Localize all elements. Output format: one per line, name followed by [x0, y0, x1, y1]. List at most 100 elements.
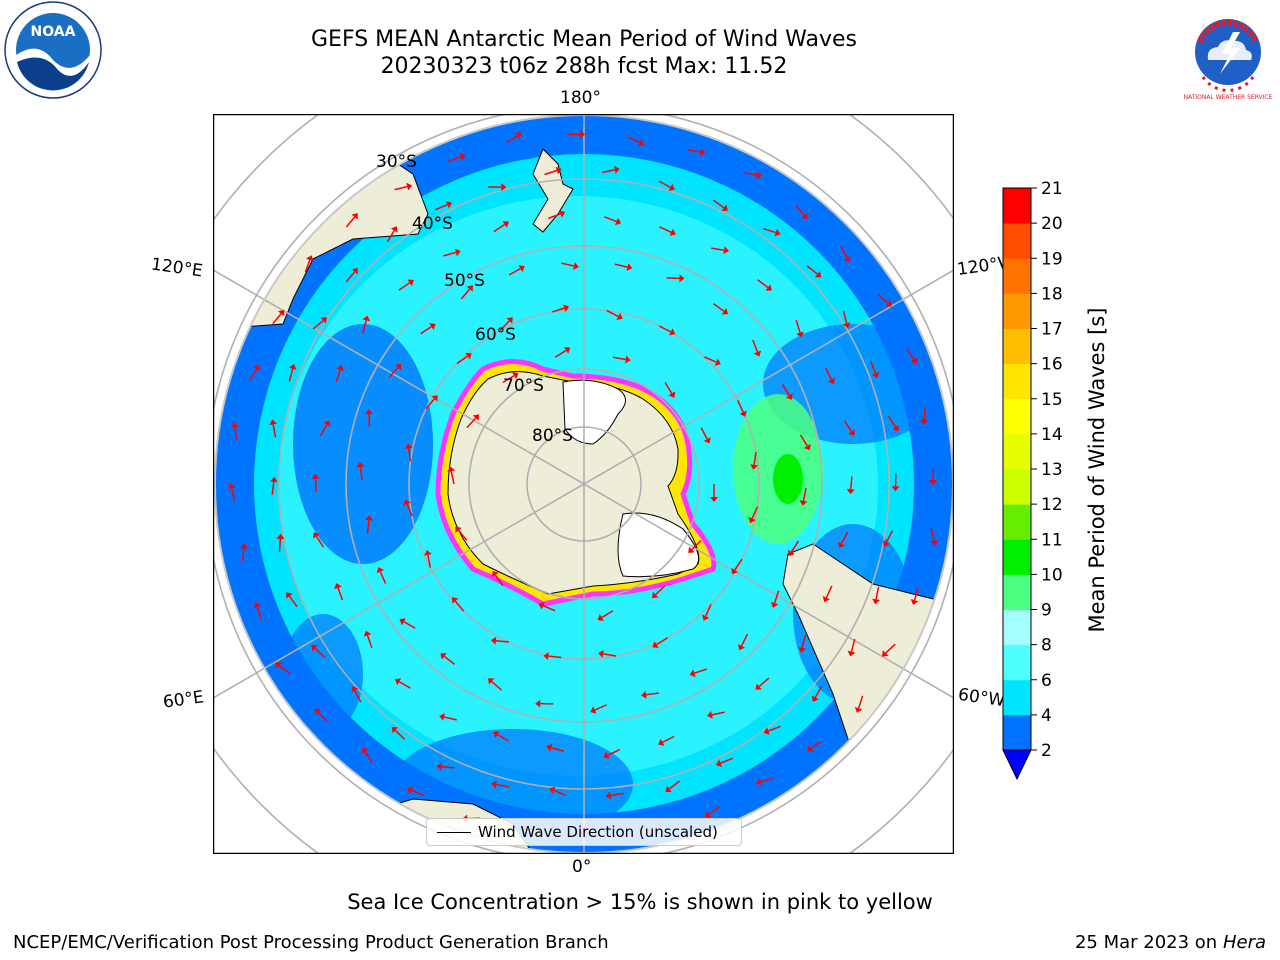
wind-wave-arrow-head — [351, 213, 358, 220]
wind-wave-arrow-shaft — [814, 685, 823, 698]
wind-wave-arrow-head — [703, 437, 711, 444]
colorbar-tick-label: 11 — [1041, 530, 1063, 550]
wind-wave-arrow-shaft — [713, 303, 725, 312]
wind-wave-arrow-shaft — [450, 471, 455, 485]
wind-wave-arrow-head — [227, 483, 236, 490]
wind-wave-arrow-shaft — [443, 251, 457, 257]
wind-wave-arrow-head — [423, 549, 432, 556]
wind-wave-arrow-head — [429, 323, 436, 330]
wind-wave-arrow-shaft — [612, 356, 626, 361]
wind-wave-arrow-head — [492, 570, 499, 578]
wind-wave-arrow-shaft — [645, 692, 660, 696]
wind-wave-arrow-head — [756, 171, 762, 179]
colorbar-underflow-triangle — [1002, 749, 1032, 781]
wind-wave-arrow-shaft — [499, 320, 510, 331]
wind-wave-arrow-shaft — [278, 538, 282, 552]
wind-wave-arrow-head — [658, 738, 665, 746]
wind-wave-arrow-head — [668, 391, 676, 398]
wind-wave-arrow-head — [756, 777, 762, 786]
wind-wave-arrow-head — [652, 591, 659, 599]
wind-wave-arrow-head — [737, 643, 746, 651]
colorbar-tick-label: 9 — [1041, 601, 1052, 621]
wind-wave-arrow-head — [750, 464, 759, 470]
map-frame — [213, 114, 954, 854]
wind-wave-arrow-head — [269, 419, 278, 426]
wind-wave-arrow-shaft — [454, 600, 465, 612]
wind-wave-arrow-shaft — [411, 789, 425, 796]
wind-wave-arrow-head — [614, 217, 622, 226]
polar-map: 30°S 40°S 50°S 60°S 70°S 80°S — [213, 114, 954, 854]
wind-wave-arrow-head — [885, 300, 892, 307]
wind-wave-arrow-head — [605, 791, 612, 800]
wind-wave-arrow-head — [848, 429, 855, 436]
colorbar-tick-label: 18 — [1041, 284, 1063, 304]
wind-wave-arrow-head — [311, 473, 320, 479]
wind-wave-arrow-head — [563, 304, 570, 312]
wind-wave-arrow-head — [320, 317, 327, 324]
wind-wave-arrow-shaft — [744, 172, 758, 176]
wind-wave-arrow-shaft — [930, 527, 935, 541]
colorbar-tick-label: 6 — [1041, 671, 1052, 691]
wind-wave-arrow-head — [704, 810, 712, 818]
ross-ice-shelf — [562, 379, 626, 445]
colorbar-tick-label: 15 — [1041, 390, 1063, 410]
legend-line-symbol — [437, 832, 471, 833]
wind-wave-arrow-head — [774, 228, 781, 237]
colorbar-block — [1003, 574, 1031, 610]
wind-wave-arrow-shaft — [394, 729, 406, 740]
wind-wave-arrow-head — [490, 636, 497, 645]
wind-wave-arrow-head — [843, 255, 851, 263]
wind-wave-arrow-head — [871, 372, 880, 379]
lon-label-120e: 120°E — [149, 254, 204, 282]
wind-wave-arrow-head — [466, 285, 473, 292]
wind-wave-arrow-head — [549, 786, 556, 794]
wind-wave-arrow-shaft — [551, 307, 565, 313]
wind-wave-arrow-head — [459, 153, 466, 161]
sea-ice-note: Sea Ice Concentration > 15% is shown in … — [347, 890, 933, 914]
colorbar-label: Mean Period of Wind Waves [s] — [1085, 307, 1109, 633]
colorbar-block — [1003, 188, 1031, 224]
wind-wave-arrow-shaft — [870, 361, 877, 374]
wind-wave-arrow-shaft — [773, 590, 780, 604]
wind-wave-arrow-shaft — [843, 420, 853, 433]
wind-wave-arrow-head — [847, 650, 856, 657]
wind-wave-arrow-shaft — [230, 487, 236, 502]
lat-label-50s: 50°S — [444, 271, 485, 291]
wind-wave-arrow-head — [613, 165, 620, 174]
wind-wave-arrow-shaft — [601, 610, 614, 619]
wind-wave-arrow-shaft — [494, 574, 504, 587]
wind-wave-arrow-head — [323, 420, 331, 427]
wind-wave-arrow-shaft — [875, 586, 880, 600]
wind-wave-arrow-head — [854, 706, 863, 713]
wind-wave-arrow-shaft — [272, 424, 277, 438]
wind-wave-arrow-shaft — [256, 606, 262, 620]
wind-wave-arrow-shaft — [337, 587, 344, 601]
wind-wave-arrow-head — [748, 516, 756, 524]
wind-wave-arrow-shaft — [491, 680, 502, 691]
wind-wave-arrow-shaft — [763, 227, 776, 234]
wind-wave-arrow-shaft — [317, 711, 328, 723]
wind-wave-arrow-head — [253, 602, 262, 609]
wind-wave-arrow-shaft — [655, 585, 666, 596]
wind-wave-arrow-shaft — [885, 643, 896, 654]
wind-wave-arrow-shaft — [466, 417, 477, 429]
wind-wave-arrow-head — [806, 745, 814, 752]
wind-wave-arrow-shaft — [610, 792, 624, 797]
colorbar-tick-label: 10 — [1041, 565, 1063, 585]
wind-wave-arrow-shaft — [913, 587, 919, 601]
colorbar-block — [1003, 714, 1031, 751]
wind-wave-arrow-shaft — [443, 655, 456, 665]
wind-wave-arrow-shaft — [824, 367, 833, 380]
wind-wave-arrow-head — [796, 331, 804, 338]
wind-wave-arrow-shaft — [711, 711, 725, 716]
wind-wave-arrow-shaft — [548, 213, 561, 220]
lon-label-0: 0° — [572, 857, 592, 877]
chart-subtitle: 20230323 t06z 288h fcst Max: 11.52 — [380, 54, 788, 79]
latitude-labels: 30°S 40°S 50°S 60°S 70°S 80°S — [376, 152, 573, 446]
wind-wave-arrow-shaft — [668, 780, 681, 790]
wind-wave-arrow-shaft — [272, 313, 282, 325]
wind-wave-arrow-head — [452, 597, 459, 604]
wind-wave-arrow-shaft — [561, 262, 575, 267]
wind-wave-arrow-head — [707, 710, 713, 719]
colorbar-tick-label: 20 — [1041, 214, 1063, 234]
